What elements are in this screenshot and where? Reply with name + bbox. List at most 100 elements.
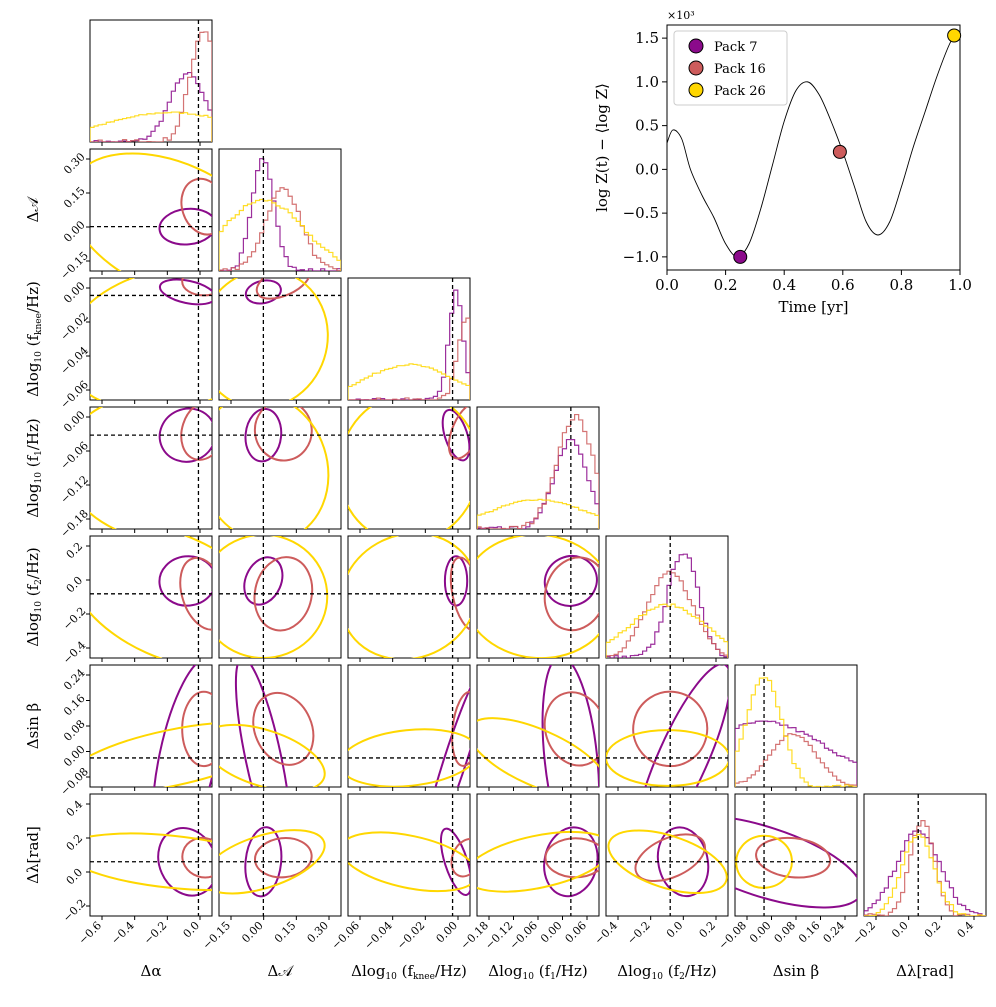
panel-content-2-2 <box>348 278 470 400</box>
ytick-label-4-1: −0.2 <box>60 605 88 633</box>
ytick-label-4-0: −0.4 <box>60 639 88 667</box>
contour-pack-26-6-3 <box>477 830 599 893</box>
x-axis-label-4-part: /Hz) <box>685 962 717 980</box>
panel-content-2-1 <box>219 278 341 400</box>
x-axis-label-2: Δlog10 (fknee/Hz) <box>351 962 467 982</box>
marker-pack-26 <box>947 28 962 43</box>
y-axis-label-2-part: 10 <box>34 351 44 363</box>
ytick-label-4-2: 0.0 <box>64 574 86 596</box>
y-axis-label-6: Δλ[rad] <box>24 826 42 884</box>
x-axis-label-3-part: /Hz) <box>556 962 588 980</box>
xtick-label-5-1: 0.00 <box>747 919 774 946</box>
ytick-label-2-0: −0.06 <box>58 378 91 411</box>
contour-pack-26-4-2 <box>348 536 470 658</box>
legend-label-1: Pack 16 <box>714 62 766 77</box>
x-axis-label-4-part: 10 <box>652 972 664 982</box>
legend-swatch-2 <box>688 82 704 98</box>
x-axis-label-4-part: Δlog <box>617 962 652 980</box>
ts-ylabel: log Z(t) − ⟨log Z⟩ <box>593 83 611 212</box>
panel-frame-2-1 <box>218 277 342 401</box>
contour-pack-16-3-0 <box>180 407 212 461</box>
ytick-label-4-3: 0.2 <box>64 540 86 562</box>
x-axis-label-6: Δλ[rad] <box>896 962 954 980</box>
hist-pack-26-1 <box>219 198 341 271</box>
contour-pack-26-3-1 <box>219 407 330 529</box>
panel-frame-5-2 <box>347 664 471 788</box>
y-axis-label-2-part: /Hz) <box>24 281 42 313</box>
x-axis-label-5: Δsin β <box>773 962 819 980</box>
panel-content-6-0 <box>90 794 212 916</box>
contour-pack-26-5-0 <box>90 721 212 787</box>
y-axis-label-5: Δsin β <box>24 703 42 749</box>
panel-content-3-1 <box>219 407 341 529</box>
panel-content-4-2 <box>348 536 470 658</box>
contour-pack-26-6-0 <box>90 832 212 892</box>
y-axis-label-3-part: Δlog <box>24 483 42 518</box>
xtick-label-5-0: −0.08 <box>716 919 749 952</box>
panel-frame-5-4 <box>605 664 729 788</box>
contour-pack-26-2-1 <box>219 278 329 400</box>
contour-pack-16-3-2 <box>447 407 470 460</box>
y-axis-label-2-part: (f <box>24 334 42 352</box>
contour-pack-7-4-1 <box>243 556 284 606</box>
xtick-label-6-0: −0.2 <box>850 919 878 947</box>
contour-pack-7-5-2 <box>421 665 470 787</box>
ts-ytick-label-2: 0.0 <box>635 160 659 178</box>
panel-content-6-4 <box>606 794 728 916</box>
y-axis-label-3: Δlog10 (f1/Hz) <box>24 418 44 518</box>
x-axis-label-3-part: 10 <box>523 972 535 982</box>
ts-xlabel: Time [yr] <box>778 298 848 316</box>
hist-pack-16-3 <box>477 413 599 529</box>
panel-frame-6-5 <box>734 793 858 917</box>
ts-ytick-label-4: 1.0 <box>635 73 659 91</box>
y-axis-label-4-part: /Hz) <box>24 547 42 579</box>
xtick-label-4-1: −0.2 <box>625 919 653 947</box>
legend-label-0: Pack 7 <box>714 40 757 55</box>
ytick-label-1-0: −0.15 <box>58 249 91 282</box>
xtick-label-3-2: −0.06 <box>507 919 540 952</box>
ytick-label-6-0: −0.2 <box>60 897 88 925</box>
panel-content-4-3 <box>477 536 599 658</box>
ts-ytick-label-3: 0.5 <box>635 117 659 135</box>
marker-pack-16 <box>832 144 847 159</box>
hist-pack-26-3 <box>477 498 599 529</box>
xtick-label-1-2: 0.15 <box>272 919 299 946</box>
contour-pack-16-6-2 <box>450 837 470 878</box>
ytick-label-3-2: −0.06 <box>58 439 91 472</box>
contour-pack-26-6-4 <box>607 829 728 895</box>
contour-pack-16-5-3 <box>543 691 599 767</box>
panel-frame-3-2 <box>347 406 471 530</box>
hist-pack-7-5 <box>735 720 857 787</box>
y-axis-label-4-part: (f <box>24 583 42 601</box>
ytick-label-5-4: 0.24 <box>61 666 88 693</box>
ytick-label-1-2: 0.15 <box>61 184 88 211</box>
contour-pack-16-6-5 <box>755 836 832 879</box>
hist-pack-26-6 <box>864 833 986 916</box>
y-axis-label-4: Δlog10 (f2/Hz) <box>24 547 44 647</box>
y-axis-label-4-part: Δlog <box>24 612 42 647</box>
contour-pack-26-6-2 <box>348 831 470 893</box>
ytick-label-5-1: 0.00 <box>61 743 88 770</box>
panel-frame-4-2 <box>347 535 471 659</box>
hist-pack-26-2 <box>348 363 470 400</box>
x-axis-label-2-part: /Hz) <box>435 962 467 980</box>
contour-pack-16-6-4 <box>634 833 706 883</box>
hist-pack-16-1 <box>219 187 341 271</box>
ts-xtick-label-0: 0.0 <box>655 276 679 294</box>
panel-frame-6-0 <box>89 793 213 917</box>
hist-pack-16-5 <box>735 733 857 787</box>
y-axis-label-1-part: Δ𝒜 <box>24 196 42 223</box>
legend-swatch-0 <box>688 38 704 54</box>
y-axis-label-2-part: knee <box>34 313 44 335</box>
panel-content-6-2 <box>348 794 470 916</box>
x-axis-label-1: Δ𝒜 <box>267 962 294 980</box>
contour-pack-7-1-0 <box>158 207 212 246</box>
contour-pack-16-5-2 <box>451 690 470 767</box>
x-axis-label-4: Δlog10 (f2/Hz) <box>617 962 717 982</box>
xtick-label-6-1: 0.0 <box>889 919 911 941</box>
y-axis-label-5-part: Δsin β <box>24 703 42 749</box>
y-axis-label-3-part: (f <box>24 454 42 472</box>
ytick-label-5-3: 0.16 <box>61 692 88 719</box>
contour-pack-7-6-5 <box>735 815 857 909</box>
